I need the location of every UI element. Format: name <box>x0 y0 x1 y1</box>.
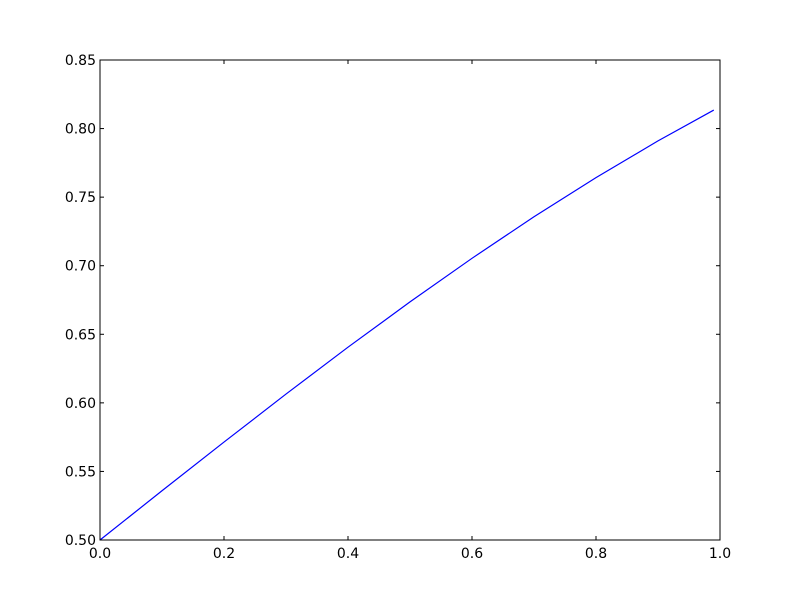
y-tick-label: 0.80 <box>65 122 96 138</box>
plot-background <box>100 60 720 540</box>
plot-frame <box>99 59 721 541</box>
x-tick-label: 0.8 <box>585 546 607 562</box>
y-tick-label: 0.70 <box>65 259 96 275</box>
y-tick-label: 0.75 <box>65 190 96 206</box>
x-tick-label: 0.0 <box>89 546 111 562</box>
y-tick-label: 0.55 <box>65 464 96 480</box>
x-tick-label: 0.2 <box>213 546 235 562</box>
y-tick-label: 0.85 <box>65 53 96 69</box>
series-line <box>99 109 715 541</box>
y-tick-label: 0.60 <box>65 396 96 412</box>
y-tick-label: 0.50 <box>65 533 96 549</box>
x-tick-label: 0.6 <box>461 546 483 562</box>
y-tick-label: 0.65 <box>65 327 96 343</box>
x-tick-label: 1.0 <box>709 546 731 562</box>
x-tick-label: 0.4 <box>337 546 359 562</box>
